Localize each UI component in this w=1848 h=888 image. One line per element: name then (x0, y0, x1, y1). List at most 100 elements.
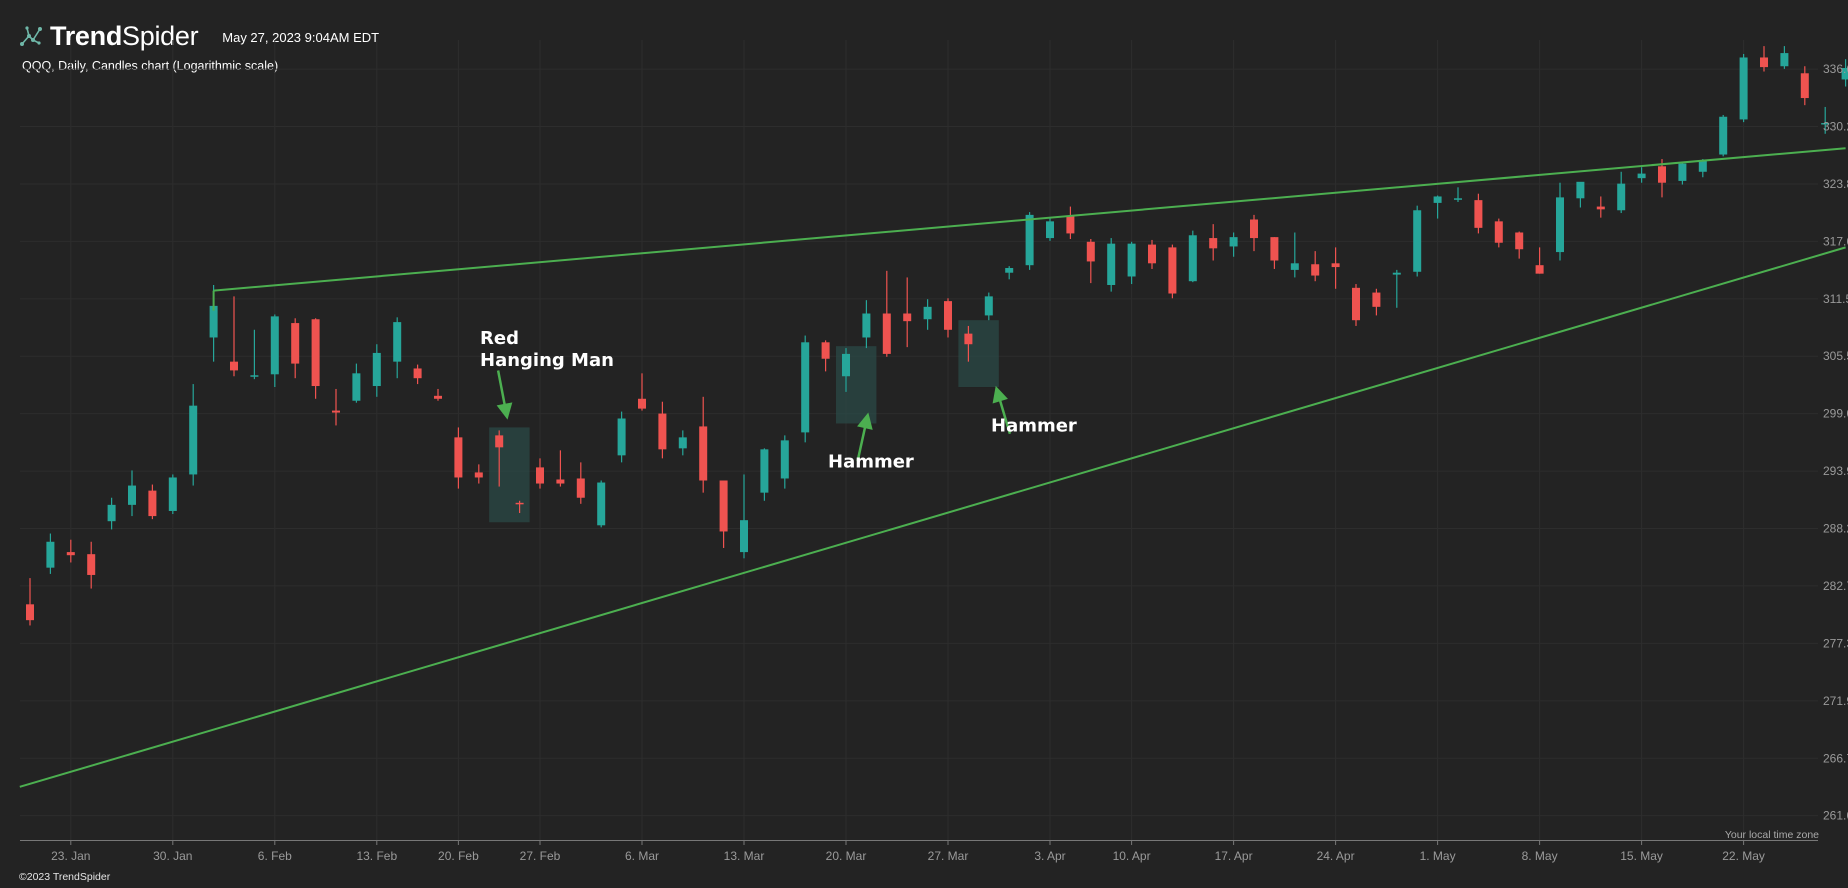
candle-body (1535, 265, 1544, 274)
candle[interactable] (1658, 159, 1666, 198)
candle[interactable] (1209, 224, 1218, 261)
candle[interactable] (1678, 161, 1687, 185)
candle[interactable] (352, 363, 361, 403)
candle[interactable] (842, 348, 850, 392)
candle[interactable] (1535, 247, 1544, 274)
brand-logo[interactable]: TrendSpider (18, 21, 199, 52)
candle[interactable] (699, 396, 708, 493)
candle[interactable] (495, 430, 504, 487)
candle[interactable] (1188, 230, 1197, 283)
candle[interactable] (1698, 159, 1707, 178)
candle[interactable] (1086, 238, 1095, 284)
candle[interactable] (1352, 284, 1360, 326)
candle[interactable] (1596, 196, 1605, 218)
candle[interactable] (291, 318, 300, 379)
candle[interactable] (515, 500, 524, 514)
candle[interactable] (1270, 237, 1279, 269)
candle[interactable] (1046, 217, 1054, 241)
candle[interactable] (1637, 167, 1646, 183)
candle[interactable] (1148, 239, 1156, 269)
candle[interactable] (1372, 288, 1381, 316)
candle[interactable] (923, 299, 932, 330)
candle[interactable] (332, 388, 340, 426)
candle[interactable] (474, 464, 483, 484)
candle[interactable] (556, 450, 565, 487)
candle[interactable] (46, 533, 55, 574)
candle[interactable] (66, 539, 75, 563)
candle[interactable] (903, 277, 912, 348)
candle[interactable] (454, 427, 463, 489)
candle[interactable] (1005, 266, 1014, 280)
candle[interactable] (1107, 238, 1116, 292)
candle[interactable] (617, 411, 626, 463)
candle[interactable] (168, 474, 177, 515)
candle[interactable] (821, 340, 830, 372)
candle-body (230, 361, 238, 371)
candle[interactable] (719, 480, 728, 548)
candle[interactable] (393, 317, 402, 379)
candle[interactable] (1494, 218, 1503, 248)
candle[interactable] (576, 462, 585, 504)
candle[interactable] (597, 480, 606, 528)
candle[interactable] (434, 388, 442, 401)
candle[interactable] (1760, 46, 1768, 72)
candle[interactable] (107, 497, 116, 530)
candle[interactable] (1127, 241, 1136, 285)
candle[interactable] (189, 384, 198, 486)
candle[interactable] (1556, 182, 1564, 261)
candle[interactable] (1474, 193, 1483, 234)
candle[interactable] (413, 364, 422, 385)
candle[interactable] (1800, 66, 1809, 106)
trendline[interactable] (213, 147, 1846, 292)
candle[interactable] (740, 474, 748, 559)
candle[interactable] (638, 373, 646, 411)
candle[interactable] (148, 484, 157, 520)
candle[interactable] (1719, 114, 1728, 157)
candle[interactable] (1229, 232, 1238, 257)
candle[interactable] (780, 435, 789, 489)
candle[interactable] (984, 292, 993, 321)
candle[interactable] (801, 335, 810, 443)
candle[interactable] (1311, 251, 1320, 282)
candle[interactable] (128, 470, 136, 517)
candle[interactable] (372, 344, 381, 397)
candle[interactable] (658, 401, 667, 459)
trendline[interactable] (19, 246, 1846, 788)
candle[interactable] (964, 325, 973, 362)
pattern-annotation[interactable]: Hammer (828, 412, 914, 472)
pattern-annotation[interactable]: Hammer (991, 385, 1077, 437)
candle[interactable] (1413, 205, 1422, 277)
candle[interactable] (944, 298, 952, 338)
candle[interactable] (1168, 244, 1177, 299)
candle[interactable] (87, 541, 96, 589)
candle[interactable] (250, 329, 259, 380)
candle[interactable] (270, 314, 279, 388)
candle[interactable] (1454, 187, 1462, 202)
candle-body (1372, 292, 1381, 307)
candle[interactable] (862, 300, 871, 349)
candle[interactable] (1617, 171, 1626, 214)
candle[interactable] (1739, 53, 1748, 123)
candle[interactable] (1066, 206, 1075, 239)
candle[interactable] (230, 296, 238, 377)
candle[interactable] (26, 578, 34, 626)
timezone-label[interactable]: Your local time zone (1724, 829, 1819, 841)
candle[interactable] (678, 430, 687, 456)
candle[interactable] (1433, 195, 1442, 219)
candle[interactable] (1780, 46, 1789, 69)
candle[interactable] (1515, 231, 1524, 259)
candle[interactable] (882, 270, 891, 357)
candle[interactable] (1821, 106, 1830, 134)
candle[interactable] (311, 318, 320, 399)
candle[interactable] (1025, 212, 1034, 270)
candle[interactable] (1250, 214, 1258, 252)
candle[interactable] (760, 448, 769, 501)
candle[interactable] (1331, 247, 1340, 289)
candle[interactable] (1576, 181, 1585, 208)
candle[interactable] (536, 458, 544, 489)
candle[interactable] (1392, 269, 1401, 308)
candle[interactable] (1290, 232, 1299, 278)
candle[interactable] (1841, 59, 1848, 87)
